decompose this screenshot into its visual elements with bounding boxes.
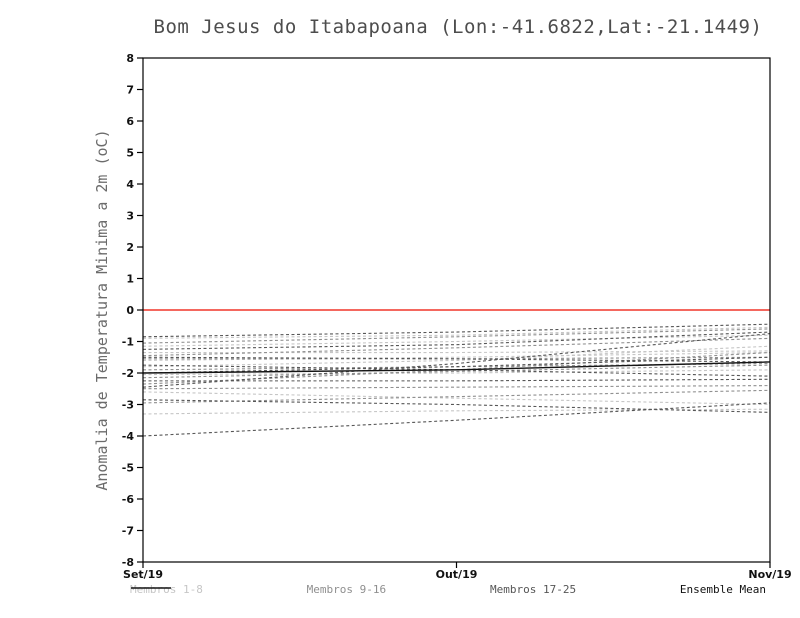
series-line-m24 xyxy=(142,399,771,413)
y-tick-label: -8 xyxy=(122,556,134,569)
y-tick-label: 8 xyxy=(126,52,134,65)
y-tick-label: 5 xyxy=(126,147,134,160)
legend: Membros 1-8 Membros 9-16 Membros 17-25 Ense… xyxy=(130,583,766,596)
series-line-m7 xyxy=(142,391,771,406)
series-line-m1 xyxy=(142,326,771,339)
y-tick-label: -5 xyxy=(122,462,134,475)
series-line-m25 xyxy=(142,402,771,437)
series-line-m23 xyxy=(142,333,771,388)
y-tick-label: 4 xyxy=(126,178,134,191)
legend-item-membros-9-16: Membros 9-16 xyxy=(131,583,387,596)
series-line-m8 xyxy=(142,408,771,415)
legend-item-membros-17-25: Membros 17-25 xyxy=(131,583,577,596)
series-line-m10 xyxy=(142,337,771,357)
legend-item-ensemble-mean: Ensemble Mean xyxy=(131,583,766,596)
legend-label: Membros 9-16 xyxy=(306,583,387,596)
chart-title: Bom Jesus do Itabapoana (Lon:-41.6822,La… xyxy=(153,16,763,38)
legend-label: Membros 17-25 xyxy=(489,583,577,596)
series-line-m21 xyxy=(142,356,771,374)
series-line-m17 xyxy=(142,323,771,338)
y-tick-label: 3 xyxy=(126,210,134,223)
y-tick-label: -3 xyxy=(122,399,134,412)
y-tick-label: 6 xyxy=(126,115,134,128)
series-line-m6 xyxy=(142,369,771,376)
y-tick-label: -2 xyxy=(122,367,134,380)
legend-label: Ensemble Mean xyxy=(679,583,766,596)
series-line-m13 xyxy=(142,364,771,379)
x-tick-label: Out/19 xyxy=(436,568,478,581)
y-tick-label: 7 xyxy=(126,84,134,97)
series-line-m5 xyxy=(142,345,771,368)
y-tick-label: -1 xyxy=(122,336,134,349)
y-tick-label: -4 xyxy=(122,430,135,443)
y-tick-label: -6 xyxy=(122,493,135,506)
series-line-m3 xyxy=(143,350,771,354)
y-tick-label: -7 xyxy=(122,525,134,538)
series-line-m22 xyxy=(143,378,771,382)
y-tick-label: 0 xyxy=(126,304,134,317)
series-line-mean xyxy=(142,361,771,374)
series-line-m2 xyxy=(142,334,771,347)
y-tick-label: 2 xyxy=(126,241,134,254)
series-line-m18 xyxy=(142,331,771,350)
y-tick-label: 1 xyxy=(126,273,134,286)
series-line-m9 xyxy=(142,328,771,344)
series-line-m15 xyxy=(142,385,771,390)
x-tick-label: Nov/19 xyxy=(748,568,791,581)
legend-line-sample xyxy=(131,587,171,589)
legend-label: Membros 1-8 xyxy=(130,583,203,596)
x-tick-label: Set/19 xyxy=(123,568,163,581)
